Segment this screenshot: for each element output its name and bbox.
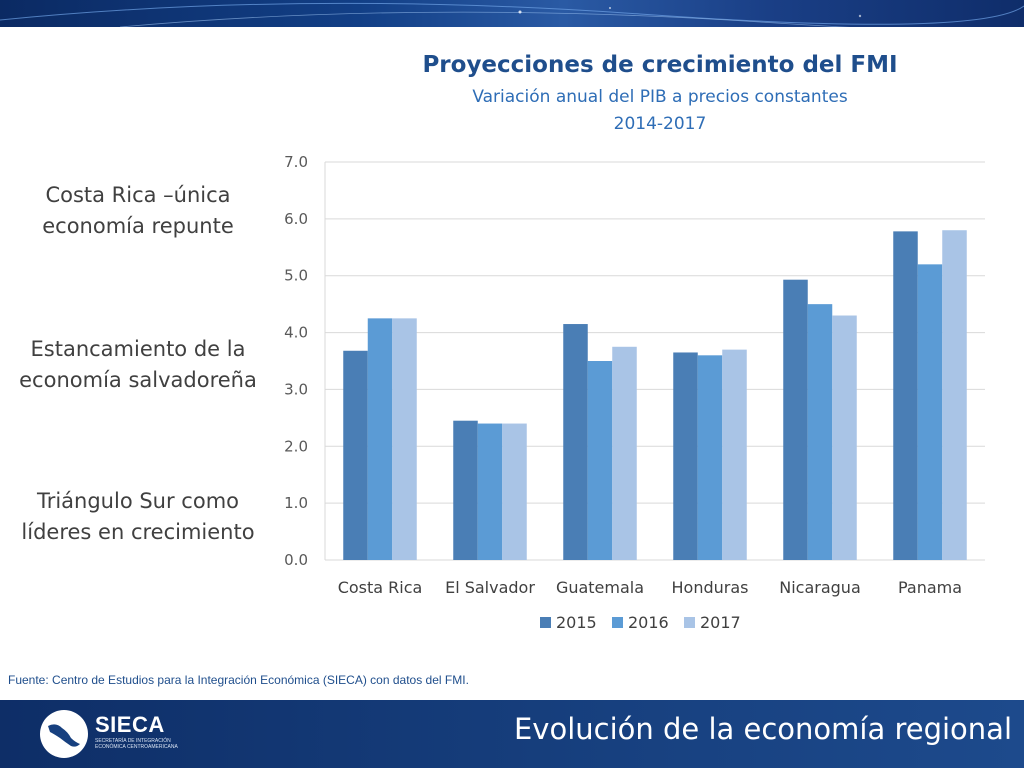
- y-tick-label: 0.0: [284, 551, 308, 569]
- bullet-triangulo-sur: Triángulo Sur como líderes en crecimient…: [21, 489, 255, 544]
- chart-subtitle: Variación anual del PIB a precios consta…: [472, 87, 848, 107]
- banner-decoration: [0, 2, 1024, 27]
- bar-2016-panama: [917, 264, 943, 560]
- bar-2015-costa-rica: [343, 350, 368, 560]
- footer-bar: SIECA SECRETARÍA DE INTEGRACIÓN ECONÓMIC…: [0, 700, 1024, 768]
- footer-title: Evolución de la economía regional: [513, 712, 1012, 746]
- bar-2015-el-salvador: [453, 420, 478, 560]
- x-tick-label: Costa Rica: [338, 578, 423, 597]
- bar-2015-nicaragua: [783, 279, 808, 560]
- y-tick-label: 6.0: [284, 210, 308, 228]
- x-tick-label: Panama: [898, 578, 962, 597]
- logo-name: SIECA: [95, 712, 165, 737]
- bar-2017-costa-rica: [392, 318, 417, 560]
- legend-label: 2016: [628, 613, 669, 632]
- legend-swatch-2017: [684, 617, 695, 628]
- y-tick-label: 4.0: [284, 324, 308, 342]
- chart-period: 2014-2017: [613, 114, 707, 134]
- logo-tagline: SECRETARÍA DE INTEGRACIÓN ECONÓMICA CENT…: [95, 738, 178, 750]
- bar-2015-guatemala: [563, 324, 588, 560]
- bar-2017-panama: [942, 230, 967, 560]
- y-tick-label: 2.0: [284, 437, 308, 455]
- legend-swatch-2016: [612, 617, 623, 628]
- sieca-emblem-icon: [40, 710, 88, 758]
- y-tick-label: 5.0: [284, 267, 308, 285]
- bar-2017-el-salvador: [502, 423, 527, 560]
- bar-2016-el-salvador: [477, 423, 503, 560]
- source-note: Fuente: Centro de Estudios para la Integ…: [8, 673, 469, 687]
- x-tick-label: El Salvador: [445, 578, 535, 597]
- y-tick-label: 7.0: [284, 153, 308, 171]
- chart-title: Proyecciones de crecimiento del FMI: [422, 52, 898, 78]
- legend-label: 2017: [700, 613, 741, 632]
- legend-swatch-2015: [540, 617, 551, 628]
- x-tick-label: Nicaragua: [779, 578, 861, 597]
- y-tick-label: 3.0: [284, 380, 308, 398]
- top-banner: [0, 0, 1024, 27]
- sieca-logo: SIECA SECRETARÍA DE INTEGRACIÓN ECONÓMIC…: [38, 708, 183, 760]
- x-tick-label: Honduras: [672, 578, 749, 597]
- legend-label: 2015: [556, 613, 597, 632]
- bar-2016-nicaragua: [807, 304, 833, 560]
- bullet-el-salvador: Estancamiento de la economía salvadoreña: [19, 337, 257, 392]
- bar-2016-honduras: [697, 355, 723, 560]
- bar-2017-guatemala: [612, 346, 637, 560]
- bar-2017-honduras: [722, 349, 747, 560]
- bar-2015-panama: [893, 231, 918, 560]
- bar-2017-nicaragua: [832, 315, 857, 560]
- bar-chart: 0.0 1.0 2.0 3.0 4.0 5.0 6.0 7.0 Costa Rica El Sal…: [284, 153, 985, 632]
- bullet-costa-rica: Costa Rica –única economía repunte: [42, 183, 234, 238]
- bar-2015-honduras: [673, 352, 698, 560]
- y-tick-label: 1.0: [284, 494, 308, 512]
- bar-2016-guatemala: [587, 361, 613, 560]
- x-tick-label: Guatemala: [556, 578, 644, 597]
- bar-2016-costa-rica: [367, 318, 393, 560]
